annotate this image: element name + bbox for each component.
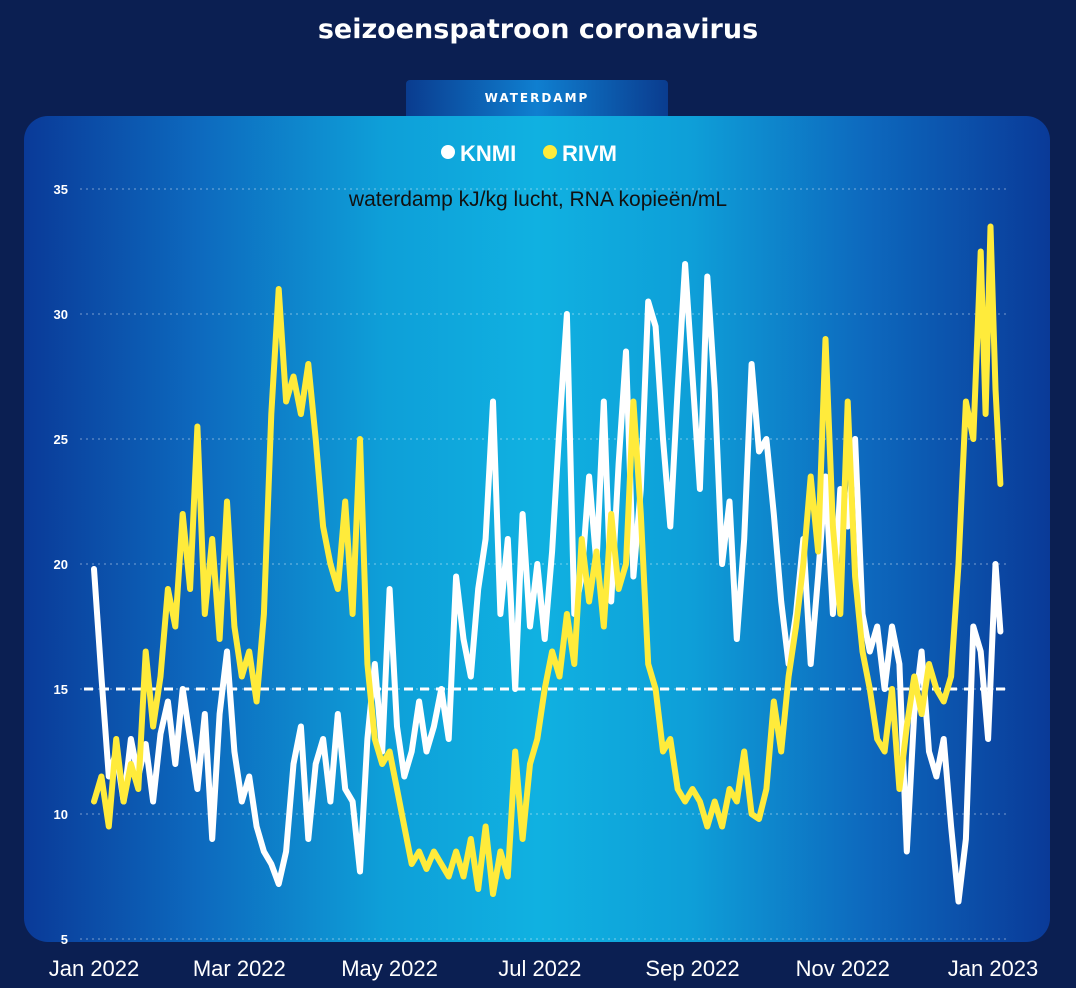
y-tick-label: 15 (54, 682, 68, 697)
legend: KNMI RIVM (441, 141, 617, 166)
series-lines (91, 223, 1004, 905)
page-title: seizoenspatroon coronavirus (317, 14, 759, 45)
tab-waterdamp[interactable]: WATERDAMP (406, 80, 668, 116)
x-tick-label: Jan 2022 (49, 956, 140, 981)
series-line-rivm (91, 223, 1004, 897)
y-tick-label: 5 (61, 932, 68, 947)
y-tick-label: 35 (54, 182, 68, 197)
x-tick-label: Jan 2023 (948, 956, 1039, 981)
x-tick-label: Nov 2022 (796, 956, 890, 981)
x-tick-label: May 2022 (341, 956, 438, 981)
legend-rivm-marker (543, 145, 557, 159)
x-tick-label: Jul 2022 (498, 956, 581, 981)
y-axis-label: waterdamp kJ/kg lucht, RNA kopieën/mL (348, 188, 727, 211)
legend-knmi-label: KNMI (460, 141, 516, 166)
y-tick-label: 10 (54, 807, 68, 822)
y-tick-label: 25 (54, 432, 68, 447)
y-tick-label: 30 (54, 307, 68, 322)
x-tick-label: Mar 2022 (193, 956, 286, 981)
legend-knmi-marker (441, 145, 455, 159)
x-axis-ticks: Jan 2022 Mar 2022 May 2022 Jul 2022 Sep 2022… (49, 956, 1039, 981)
y-tick-label: 20 (54, 557, 68, 572)
y-axis-ticks: 5 10 15 20 25 30 35 (54, 182, 68, 947)
grid-lines (80, 188, 1006, 940)
legend-rivm-label: RIVM (562, 141, 617, 166)
x-tick-label: Sep 2022 (645, 956, 739, 981)
